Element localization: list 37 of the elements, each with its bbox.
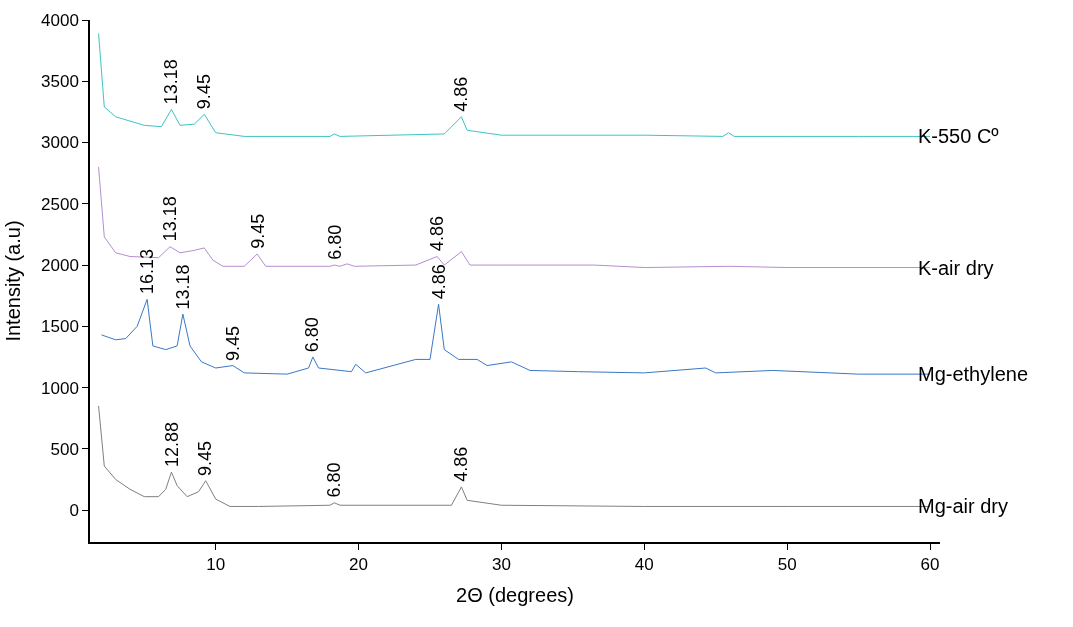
annotation: 4.86 <box>428 264 449 300</box>
series-label: K-air dry <box>918 257 994 279</box>
annotation: 9.45 <box>195 440 216 476</box>
annotation: 4.86 <box>427 216 448 252</box>
y-axis-title: Intensity (a.u) <box>2 220 25 342</box>
x-tick-label: 30 <box>491 555 511 575</box>
annotation: 12.88 <box>161 422 182 468</box>
annotation: 6.80 <box>324 462 344 498</box>
x-axis-title: 2Θ (degrees) <box>456 584 574 607</box>
y-tick-label: 1500 <box>41 317 79 337</box>
x-tick-label: 20 <box>349 555 369 575</box>
y-tick-label: 4000 <box>41 10 79 30</box>
x-tick-label: 40 <box>634 555 654 575</box>
annotation: 13.18 <box>159 196 180 242</box>
annotation: 6.80 <box>302 317 323 353</box>
y-tick-label: 2000 <box>41 256 79 276</box>
annotation: 9.45 <box>194 74 215 110</box>
annotation: 16.13 <box>137 248 158 295</box>
annotation: 4.86 <box>451 76 472 112</box>
x-tick-label: 50 <box>777 555 797 575</box>
x-tick-label: 10 <box>206 555 226 575</box>
y-tick-label: 1000 <box>41 378 79 398</box>
series-label: K-550 Cº <box>918 125 1000 147</box>
series-label: Mg-ethylene <box>918 363 1029 385</box>
x-tick-label: 60 <box>920 555 940 575</box>
series-label: Mg-air dry <box>918 495 1009 517</box>
y-tick-label: 2500 <box>41 194 79 214</box>
annotation: 4.86 <box>451 446 472 482</box>
y-tick-label: 0 <box>69 501 79 521</box>
annotation: 13.18 <box>173 264 194 310</box>
annotation: 13.18 <box>161 59 182 105</box>
annotation: 9.45 <box>222 325 243 361</box>
y-tick-label: 3500 <box>41 72 79 92</box>
y-tick-label: 500 <box>50 439 79 459</box>
annotation: 9.45 <box>247 213 268 249</box>
y-tick-label: 3000 <box>41 133 79 153</box>
annotation: 6.80 <box>324 224 345 260</box>
